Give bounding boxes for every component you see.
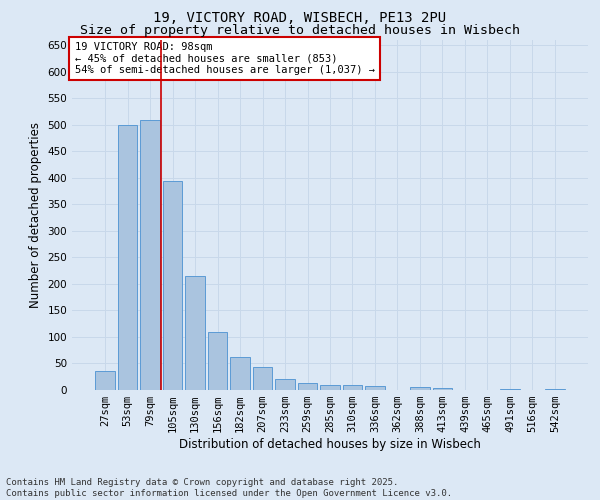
Text: 19, VICTORY ROAD, WISBECH, PE13 2PU: 19, VICTORY ROAD, WISBECH, PE13 2PU	[154, 12, 446, 26]
Bar	[95, 372, 115, 390]
Bar	[320, 385, 340, 390]
Bar	[298, 382, 317, 390]
X-axis label: Distribution of detached houses by size in Wisbech: Distribution of detached houses by size …	[179, 438, 481, 451]
Y-axis label: Number of detached properties: Number of detached properties	[29, 122, 42, 308]
Bar	[118, 125, 137, 390]
Text: Contains HM Land Registry data © Crown copyright and database right 2025.
Contai: Contains HM Land Registry data © Crown c…	[6, 478, 452, 498]
Bar	[185, 276, 205, 390]
Text: Size of property relative to detached houses in Wisbech: Size of property relative to detached ho…	[80, 24, 520, 37]
Bar	[140, 120, 160, 390]
Bar	[208, 332, 227, 390]
Bar	[545, 389, 565, 390]
Bar	[410, 388, 430, 390]
Bar	[230, 357, 250, 390]
Bar	[275, 380, 295, 390]
Text: 19 VICTORY ROAD: 98sqm
← 45% of detached houses are smaller (853)
54% of semi-de: 19 VICTORY ROAD: 98sqm ← 45% of detached…	[74, 42, 374, 75]
Bar	[500, 389, 520, 390]
Bar	[365, 386, 385, 390]
Bar	[343, 385, 362, 390]
Bar	[253, 367, 272, 390]
Bar	[433, 388, 452, 390]
Bar	[163, 180, 182, 390]
